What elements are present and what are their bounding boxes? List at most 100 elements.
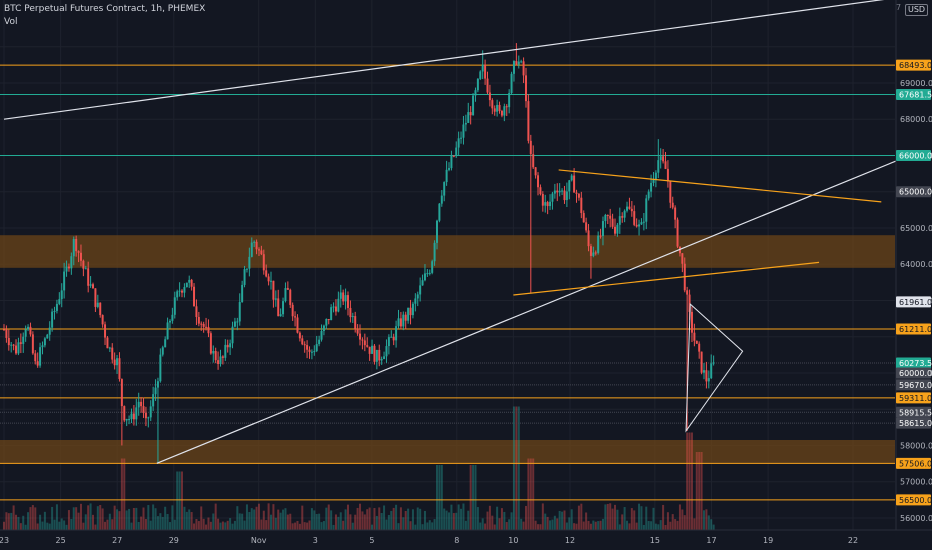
candle-body [284,288,287,302]
volume-bar [551,519,554,530]
candle-body [411,303,414,316]
candle-body [700,351,703,373]
candle-body [587,230,590,247]
volume-bar [657,524,660,530]
candle-body [12,344,15,346]
volume-bar [575,523,578,530]
volume-bar [585,512,588,530]
candle-body [544,202,547,206]
zone-band [0,235,895,268]
candle-body [647,191,650,199]
candle-body [462,124,465,138]
candle-body [481,64,484,72]
volume-bar [368,507,371,530]
volume-bar [15,514,18,530]
candle-body [416,294,419,299]
candle-body [31,334,34,354]
candle-body [245,268,248,270]
candle-body [626,206,629,211]
candle-body [306,345,309,350]
candle-body [226,344,229,348]
volume-bar [469,465,472,530]
volume-bar [433,519,436,530]
volume-bar [488,505,491,530]
volume-bar [486,511,489,530]
volume-bar [277,509,280,530]
volume-bar [137,522,140,530]
volume-bar [500,508,503,530]
candle-body [395,326,398,341]
candle-body [448,168,451,170]
candle-body [156,381,159,388]
volume-bar [209,521,212,530]
time-tick-label: 10 [508,536,518,545]
candle-body [671,202,674,208]
volume-bar [72,507,75,530]
candle-body [209,333,212,354]
volume-bar [147,505,150,530]
candle-body [200,323,203,325]
volume-bar [601,518,604,530]
candle-body [556,190,559,193]
candle-body [5,329,8,338]
candle-body [440,195,443,204]
volume-bar [597,521,600,530]
candle-body [346,295,349,308]
candle-body [402,314,405,327]
volume-bar [104,521,107,530]
volume-bar [31,505,34,530]
volume-bar [327,504,330,530]
candle-body [342,292,345,302]
volume-bar [457,504,460,530]
volume-bar [628,523,631,530]
volume-indicator-label[interactable]: Vol [4,17,18,27]
volume-bar [279,512,282,530]
volume-bar [445,510,448,530]
volume-bar [626,520,629,530]
volume-bar [710,519,713,530]
candle-body [611,218,614,227]
candle-body [82,260,85,269]
candle-body [695,340,698,344]
candle-body [111,347,114,360]
price-label-bg [896,357,931,369]
volume-bar [257,503,260,530]
currency-badge[interactable]: USD [905,4,929,16]
candle-body [296,317,299,333]
volume-bar [205,524,208,530]
candle-body [606,214,609,216]
candle-body [330,307,333,321]
candle-body [310,351,313,353]
candle-body [168,320,171,323]
symbol-title[interactable]: BTC Perpetual Futures Contract, 1h, PHEM… [4,4,206,14]
volume-bar [173,519,176,530]
candle-body [597,235,600,253]
candle-body [233,321,236,327]
candle-body [419,285,422,295]
candle-body [183,287,186,293]
volume-bar [176,471,179,530]
volume-bar [599,520,602,530]
volume-bar [693,518,696,530]
volume-bar [472,465,475,530]
candle-body [568,180,571,192]
candle-body [452,155,455,157]
price-tick-label: 64000.0 [900,260,932,269]
price-tick-label: 68000.0 [900,115,932,124]
trendlines[interactable] [3,0,910,464]
candle-body [332,306,335,308]
candle-body [621,216,624,218]
price-label-text: 59311.0 [899,394,932,403]
volume-bar [373,508,376,530]
triangle-pattern [685,302,744,433]
volume-bar [662,504,665,530]
price-label-bg [896,367,931,379]
candle-body [537,175,540,188]
volume-bar [630,508,633,530]
volume-bar [498,518,501,530]
volume-bar [414,524,417,530]
volume-bar [46,522,49,530]
price-label-text: 68493.0 [899,61,932,70]
volume-bar [387,514,390,530]
